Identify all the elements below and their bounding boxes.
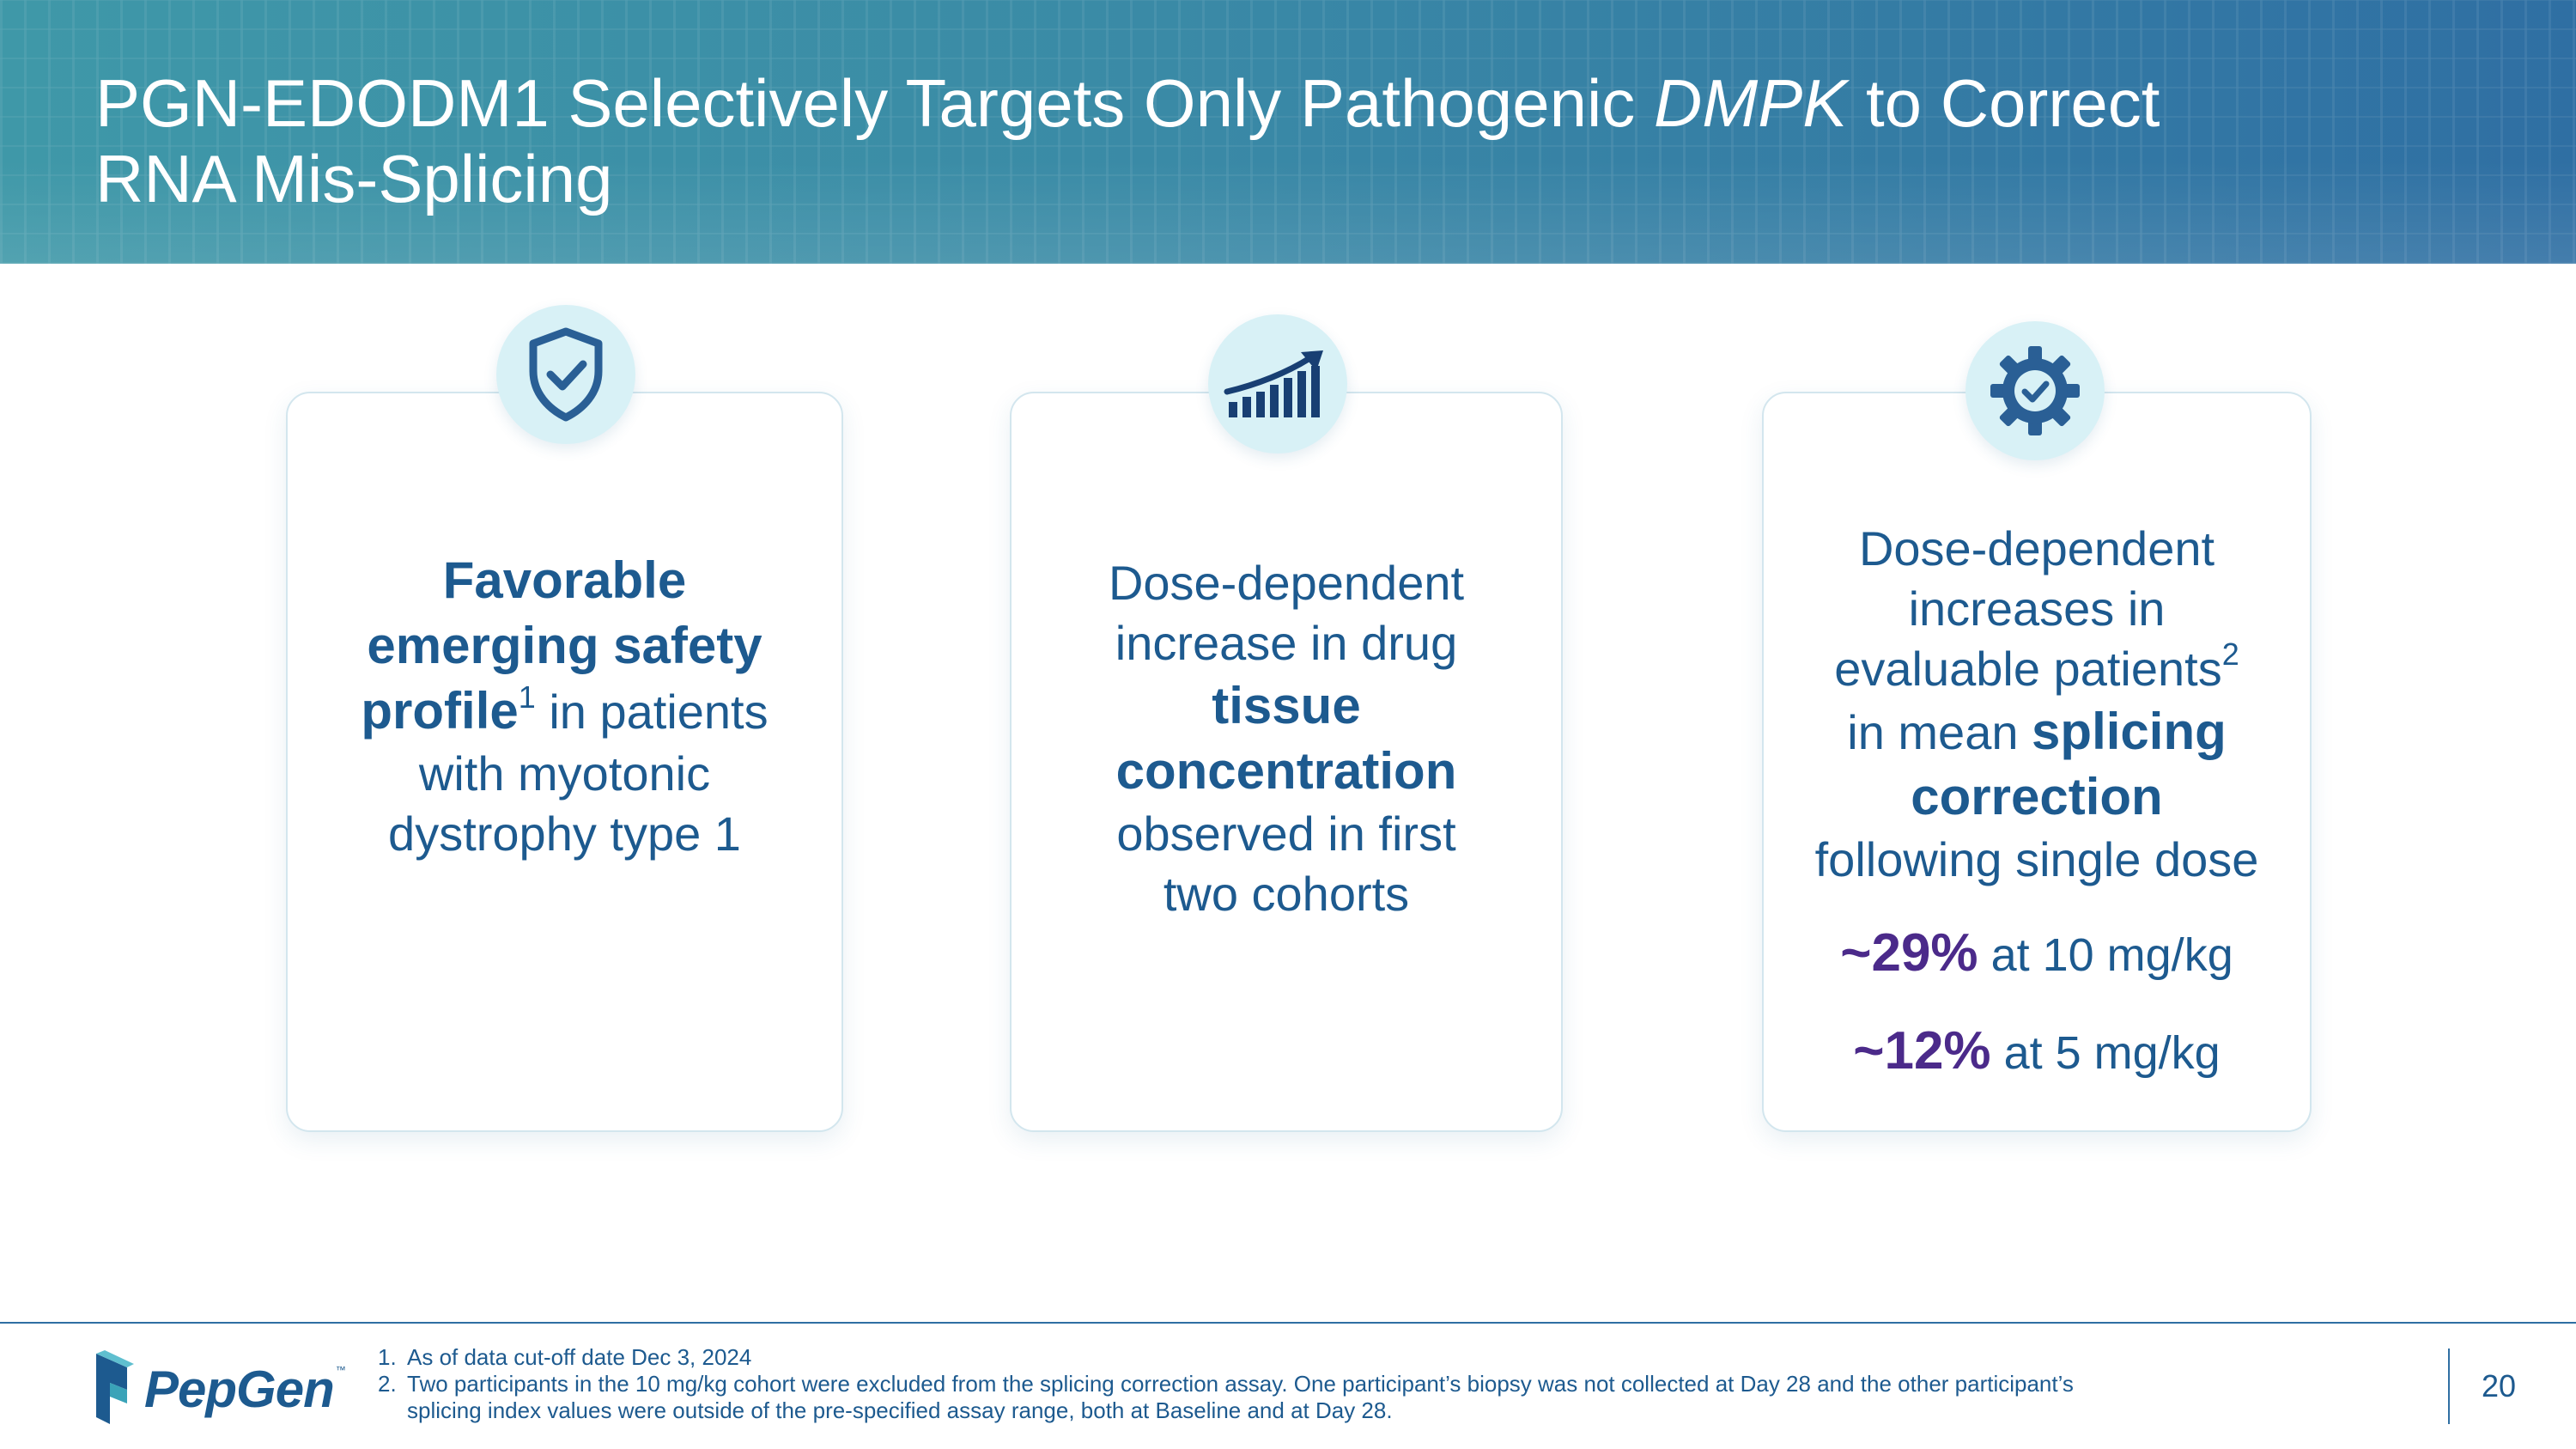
pepgen-mark-icon [96,1350,134,1424]
splicing-correction-card: Dose-dependent increases in evaluable pa… [1762,392,2312,1132]
pepgen-logo: PepGen ™ [93,1350,346,1428]
footnote-1: 1. As of data cut-off date Dec 3, 2024 [378,1344,752,1370]
stat-10mg: ~29% at 10 mg/kg [1764,926,2310,983]
slide-title: PGN-EDODM1 Selectively Targets Only Path… [95,65,2160,216]
stat-5mg-label: at 5 mg/kg [1990,1027,2221,1079]
growth-chart-icon [1224,350,1323,417]
safety-card: Favorable emerging safety profile1 in pa… [286,392,843,1132]
tissue-card-text: Dose-dependent increase in drug tissue c… [1108,556,1465,921]
slide-header: PGN-EDODM1 Selectively Targets Only Path… [0,0,2576,264]
growth-badge [1208,314,1347,454]
header-texture [0,0,2576,264]
header-glow [0,161,2576,264]
safety-badge [496,305,635,444]
page-number: 20 [2482,1368,2517,1403]
gear-check-icon [1990,346,2080,435]
gear-badge [1965,321,2105,460]
footnote-2: 2. Two participants in the 10 mg/kg cohor… [378,1371,2074,1423]
splicing-card-text: Dose-dependent increases in evaluable pa… [1814,521,2259,886]
shield-check-icon [529,327,603,422]
safety-card-text: Favorable emerging safety profile1 in pa… [361,551,769,861]
page-number-divider [2448,1349,2450,1424]
footer-divider [0,1322,2576,1324]
footnotes: 1. As of data cut-off date Dec 3, 2024 2.… [378,1344,2087,1424]
stat-5mg-value: ~12% [1853,1021,1991,1081]
logo-wordmark: PepGen [144,1360,335,1418]
logo-trademark: ™ [335,1364,346,1376]
stat-10mg-value: ~29% [1840,923,1978,983]
tissue-concentration-card: Dose-dependent increase in drug tissue c… [1010,392,1563,1132]
stat-5mg: ~12% at 5 mg/kg [1764,1024,2310,1081]
stat-10mg-label: at 10 mg/kg [1978,929,2233,981]
